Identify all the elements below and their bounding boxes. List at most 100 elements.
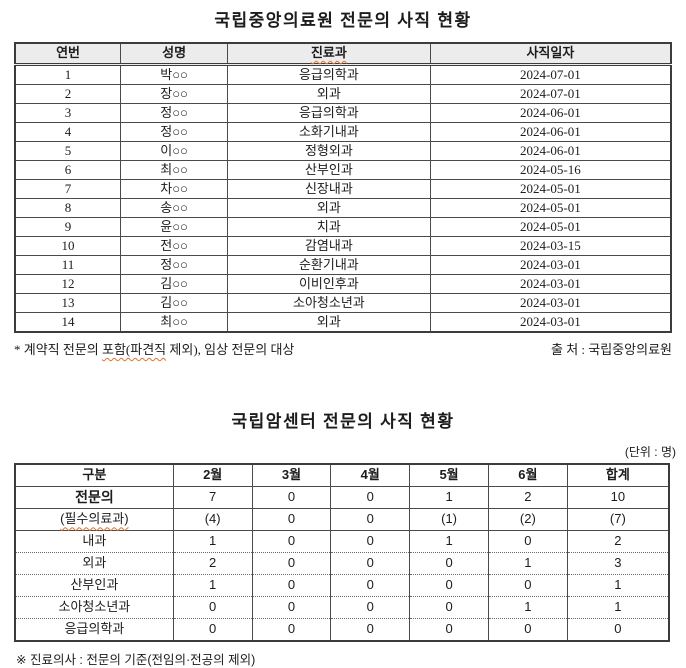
cell-name: 정○○: [120, 255, 229, 275]
cell-row-label: (필수의료과): [14, 508, 174, 531]
cell-date: 2024-03-01: [429, 293, 672, 313]
cell-value: 2: [172, 552, 253, 575]
table-row: 3 정○○ 응급의학과 2024-06-01: [14, 103, 672, 123]
cell-dept: 외과: [227, 312, 431, 333]
nmc-resignation-table: 연번 성명 진료과 사직일자 1 박○○ 응급의학과 2024-07-01 2 장○○ 외과…: [14, 42, 672, 333]
cell-value: 1: [487, 596, 568, 619]
cell-value: 0: [330, 552, 411, 575]
cell-value: 2: [487, 486, 568, 509]
cell-date: 2024-06-01: [429, 122, 672, 142]
cell-value: 0: [487, 574, 568, 597]
cell-value: 0: [487, 618, 568, 642]
cell-value: 0: [251, 552, 332, 575]
footnote-text: * 계약직 전문의: [14, 342, 103, 357]
table-row: 6 최○○ 산부인과 2024-05-16: [14, 160, 672, 180]
cell-date: 2024-03-15: [429, 236, 672, 256]
table-row: (필수의료과) (4) 0 0 (1) (2) (7): [14, 508, 670, 531]
col-header-mar: 3월: [251, 463, 332, 487]
cell-name: 김○○: [120, 274, 229, 294]
cell-value: 0: [409, 574, 489, 597]
table-row: 산부인과 1 0 0 0 0 1: [14, 574, 670, 597]
table-row: 11 정○○ 순환기내과 2024-03-01: [14, 255, 672, 275]
cell-name: 송○○: [120, 198, 229, 218]
table2-footnote: ※ 진료의사 : 전문의 기준(전임의·전공의 제외): [16, 653, 256, 667]
table-header-row: 연번 성명 진료과 사직일자: [14, 42, 672, 66]
cell-dept: 정형외과: [227, 141, 431, 161]
table-row: 10 전○○ 감염내과 2024-03-15: [14, 236, 672, 256]
cell-no: 4: [14, 122, 122, 142]
cell-no: 1: [14, 64, 122, 85]
cell-date: 2024-06-01: [429, 103, 672, 123]
cell-name: 김○○: [120, 293, 229, 313]
cell-value: 0: [330, 574, 411, 597]
cell-name: 정○○: [120, 103, 229, 123]
cell-date: 2024-03-01: [429, 312, 672, 333]
footnote-text-wavy: 포함(파견직: [102, 342, 167, 357]
cell-dept: 이비인후과: [227, 274, 431, 294]
cell-no: 6: [14, 160, 122, 180]
cell-date: 2024-06-01: [429, 141, 672, 161]
cell-value: 0: [487, 530, 568, 553]
table1-body: 1 박○○ 응급의학과 2024-07-01 2 장○○ 외과 2024-07-01 3 정○○ 응…: [14, 64, 672, 333]
cell-value: 0: [251, 574, 332, 597]
cell-value: 0: [251, 530, 332, 553]
cell-dept: 응급의학과: [227, 64, 431, 85]
cell-no: 7: [14, 179, 122, 199]
ncc-resignation-table: 구분 2월 3월 4월 5월 6월 합계 전문의 7 0 0 1 2 10 (필수의료과) (4…: [14, 463, 670, 642]
cell-value: 1: [409, 530, 489, 553]
cell-no: 9: [14, 217, 122, 237]
cell-no: 3: [14, 103, 122, 123]
table-row: 8 송○○ 외과 2024-05-01: [14, 198, 672, 218]
cell-no: 2: [14, 84, 122, 104]
cell-name: 윤○○: [120, 217, 229, 237]
col-header-date: 사직일자: [429, 42, 672, 66]
cell-date: 2024-03-01: [429, 255, 672, 275]
cell-name: 장○○: [120, 84, 229, 104]
footnote-text: 제외), 임상 전문의 대상: [166, 342, 295, 357]
cell-value: 0: [330, 530, 411, 553]
cell-dept: 외과: [227, 84, 431, 104]
cell-date: 2024-07-01: [429, 84, 672, 104]
cell-value: 0: [409, 552, 489, 575]
cell-value: 1: [409, 486, 489, 509]
cell-value: 0: [251, 596, 332, 619]
cell-value: 0: [251, 508, 332, 531]
cell-date: 2024-05-16: [429, 160, 672, 180]
cell-value: 0: [409, 596, 489, 619]
table-row: 4 정○○ 소화기내과 2024-06-01: [14, 122, 672, 142]
table1-footnote: * 계약직 전문의 포함(파견직 제외), 임상 전문의 대상: [14, 339, 294, 358]
cell-value: 1: [172, 530, 253, 553]
cell-dept: 산부인과: [227, 160, 431, 180]
cell-value: 0: [172, 618, 253, 642]
col-header-gubun: 구분: [14, 463, 174, 487]
cell-value: (2): [487, 508, 568, 531]
cell-value: 7: [172, 486, 253, 509]
table-row: 소아청소년과 0 0 0 0 1 1: [14, 596, 670, 619]
table-row: 전문의 7 0 0 1 2 10: [14, 486, 670, 509]
cell-date: 2024-03-01: [429, 274, 672, 294]
cell-no: 13: [14, 293, 122, 313]
cell-date: 2024-05-01: [429, 198, 672, 218]
cell-value: 1: [566, 596, 670, 619]
cell-value: 0: [566, 618, 670, 642]
ncc-section: 국립암센터 전문의 사직 현황 (단위 : 명) 구분 2월 3월 4월 5월 …: [0, 407, 686, 668]
cell-value: 0: [330, 486, 411, 509]
cell-row-label: 외과: [14, 552, 174, 575]
table1-footer: * 계약직 전문의 포함(파견직 제외), 임상 전문의 대상 출 처 : 국립…: [14, 339, 672, 358]
table-row: 9 윤○○ 치과 2024-05-01: [14, 217, 672, 237]
cell-value: 3: [566, 552, 670, 575]
cell-value: 0: [330, 618, 411, 642]
cell-dept: 응급의학과: [227, 103, 431, 123]
cell-value: 0: [172, 596, 253, 619]
cell-value: 0: [251, 618, 332, 642]
cell-dept: 순환기내과: [227, 255, 431, 275]
table-row: 7 차○○ 신장내과 2024-05-01: [14, 179, 672, 199]
col-header-no: 연번: [14, 42, 122, 66]
col-header-feb: 2월: [172, 463, 253, 487]
cell-no: 5: [14, 141, 122, 161]
cell-name: 정○○: [120, 122, 229, 142]
col-header-name: 성명: [120, 42, 229, 66]
cell-no: 10: [14, 236, 122, 256]
table-header-row: 구분 2월 3월 4월 5월 6월 합계: [14, 463, 670, 487]
table-row: 14 최○○ 외과 2024-03-01: [14, 312, 672, 333]
